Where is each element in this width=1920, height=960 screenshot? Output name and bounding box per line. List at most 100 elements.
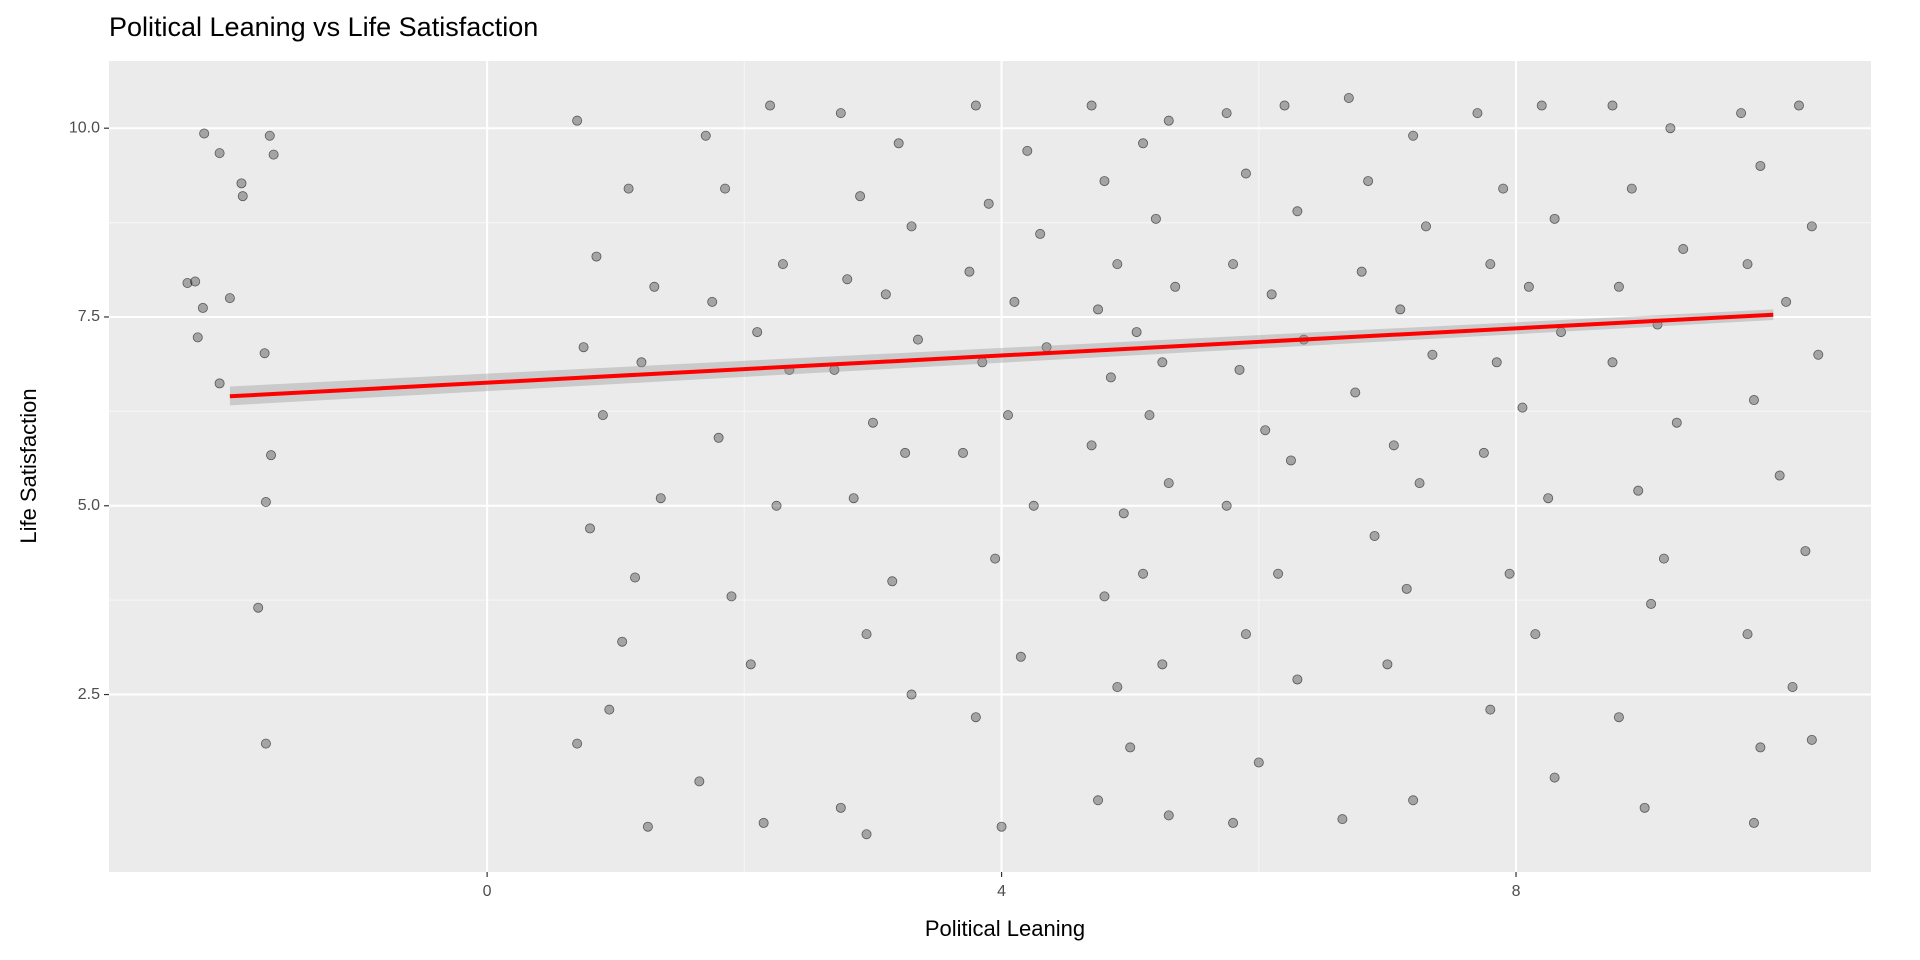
point xyxy=(1234,364,1245,375)
point xyxy=(655,493,666,504)
point xyxy=(264,130,275,141)
point xyxy=(1118,508,1129,519)
point xyxy=(623,183,634,194)
point xyxy=(1678,244,1689,255)
point xyxy=(1742,629,1753,640)
point xyxy=(745,659,756,670)
point xyxy=(855,191,866,202)
point xyxy=(842,274,853,285)
point xyxy=(1736,108,1747,119)
point xyxy=(900,447,911,458)
x-tick-label: 0 xyxy=(483,883,492,900)
point xyxy=(578,342,589,353)
point xyxy=(260,496,271,507)
point xyxy=(1363,176,1374,187)
point xyxy=(636,357,647,368)
point xyxy=(649,281,660,292)
point xyxy=(642,821,653,832)
point xyxy=(1086,440,1097,451)
point xyxy=(585,523,596,534)
point xyxy=(1240,629,1251,640)
x-tick-label: 4 xyxy=(997,883,1006,900)
point xyxy=(1530,629,1541,640)
point xyxy=(1800,546,1811,557)
point xyxy=(268,149,279,160)
point xyxy=(259,348,270,359)
point xyxy=(1285,455,1296,466)
point xyxy=(990,553,1001,564)
point xyxy=(1163,115,1174,126)
point xyxy=(1774,470,1785,481)
point xyxy=(1105,372,1116,383)
point xyxy=(1028,500,1039,511)
point xyxy=(1099,591,1110,602)
point xyxy=(1414,478,1425,489)
point xyxy=(1170,281,1181,292)
point xyxy=(887,576,898,587)
point xyxy=(957,447,968,458)
point xyxy=(190,276,201,287)
point xyxy=(192,332,203,343)
point xyxy=(1266,289,1277,300)
point xyxy=(1613,712,1624,723)
point xyxy=(1253,757,1264,768)
point xyxy=(1639,802,1650,813)
point xyxy=(1607,357,1618,368)
point xyxy=(1485,704,1496,715)
point xyxy=(1099,176,1110,187)
point xyxy=(893,138,904,149)
point xyxy=(996,821,1007,832)
point xyxy=(848,493,859,504)
point xyxy=(1003,410,1014,421)
point xyxy=(707,296,718,307)
point xyxy=(214,378,225,389)
point xyxy=(1517,402,1528,413)
point xyxy=(1755,160,1766,171)
point xyxy=(1131,327,1142,338)
point xyxy=(1240,168,1251,179)
point xyxy=(1665,123,1676,134)
point xyxy=(835,108,846,119)
point xyxy=(1382,659,1393,670)
point xyxy=(861,629,872,640)
point xyxy=(1279,100,1290,111)
y-tick-label: 5.0 xyxy=(78,497,100,514)
point xyxy=(713,432,724,443)
point xyxy=(182,278,193,289)
point xyxy=(694,776,705,787)
point xyxy=(867,417,878,428)
point xyxy=(1613,281,1624,292)
x-axis-title: Political Leaning xyxy=(925,916,1085,941)
y-axis-title: Life Satisfaction xyxy=(16,388,41,543)
point xyxy=(1401,583,1412,594)
point xyxy=(197,302,208,313)
point xyxy=(700,130,711,141)
point xyxy=(1388,440,1399,451)
point xyxy=(237,191,248,202)
point xyxy=(604,704,615,715)
point xyxy=(912,334,923,345)
point xyxy=(1472,108,1483,119)
point xyxy=(906,689,917,700)
point xyxy=(1221,108,1232,119)
point xyxy=(1543,493,1554,504)
point xyxy=(1163,810,1174,821)
point xyxy=(1806,734,1817,745)
point xyxy=(1607,100,1618,111)
point xyxy=(1015,651,1026,662)
point xyxy=(1748,395,1759,406)
point xyxy=(214,148,225,159)
point xyxy=(1427,349,1438,360)
point xyxy=(1112,259,1123,270)
fit-line xyxy=(229,312,1774,399)
point xyxy=(1633,485,1644,496)
point xyxy=(983,198,994,209)
point xyxy=(1125,742,1136,753)
point xyxy=(1671,417,1682,428)
point xyxy=(861,829,872,840)
point xyxy=(1356,266,1367,277)
point xyxy=(1420,221,1431,232)
x-tick-label: 8 xyxy=(1512,883,1521,900)
point xyxy=(1138,568,1149,579)
